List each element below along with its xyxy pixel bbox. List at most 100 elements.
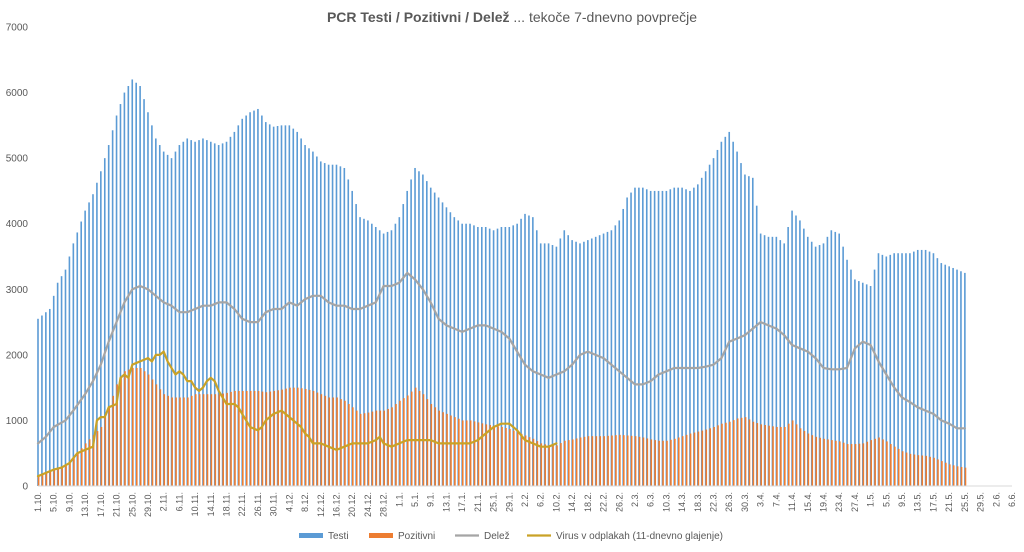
pozitivni-bar [473, 421, 476, 486]
testi-bar [394, 223, 397, 486]
pozitivni-bar [520, 433, 523, 486]
pozitivni-bar [611, 435, 613, 486]
pozitivni-bar [795, 424, 798, 486]
x-tick-label: 29.1. [504, 492, 514, 512]
x-tick-label: 17.1. [457, 492, 467, 512]
x-tick-label: 8.12. [300, 492, 310, 512]
pozitivni-bar [768, 425, 770, 486]
testi-bar [916, 249, 919, 486]
testi-bar [123, 92, 126, 487]
pozitivni-bar [776, 426, 778, 486]
testi-bar [331, 164, 334, 486]
testi-bar [649, 190, 652, 486]
testi-bar [437, 197, 440, 486]
pozitivni-bar [41, 474, 44, 486]
testi-bar [335, 164, 338, 486]
pozitivni-bar [438, 410, 440, 486]
testi-bar [147, 112, 149, 486]
testi-bar [107, 145, 110, 486]
testi-bar [347, 179, 350, 487]
testi-bar [422, 174, 424, 487]
testi-bar [791, 210, 793, 486]
y-tick-label: 0 [22, 482, 28, 493]
testi-bar [932, 253, 935, 486]
testi-bar [386, 231, 389, 486]
x-tick-label: 17.5. [928, 492, 938, 512]
x-tick-label: 25.1. [489, 492, 499, 512]
testi-bar [72, 243, 75, 486]
x-axis: 1.10. 5.10. 9.10. 13.10. 17.10. 21.10. 25.10. 2… [33, 492, 1017, 517]
pozitivni-bar [289, 387, 291, 486]
testi-bar [940, 263, 943, 486]
pozitivni-bar [285, 388, 287, 486]
x-tick-label: 14.2. [567, 492, 577, 512]
x-tick-label: 30.11. [269, 492, 279, 516]
y-tick-label: 2000 [6, 350, 29, 361]
pozitivni-bar [564, 440, 566, 486]
testi-bar [822, 243, 825, 486]
pozitivni-bar [139, 367, 142, 486]
pozitivni-bar [465, 420, 468, 486]
testi-bar [956, 269, 958, 486]
pozitivni-bar [277, 390, 279, 486]
testi-bar [308, 148, 310, 487]
pozitivni-bar [685, 434, 688, 486]
testi-bar [579, 243, 581, 486]
x-tick-label: 9.1. [426, 492, 436, 507]
pozitivni-bar [96, 431, 99, 486]
testi-bar [657, 190, 660, 486]
pozitivni-bar [108, 407, 111, 486]
pozitivni-bar [748, 419, 751, 486]
pozitivni-bar [893, 446, 896, 486]
testi-bar [681, 187, 683, 486]
testi-bar [806, 236, 809, 486]
testi-bar [634, 187, 636, 486]
testi-bar [645, 189, 648, 486]
testi-bar [751, 177, 754, 487]
testi-bar [316, 156, 318, 486]
testi-bar [339, 166, 342, 486]
x-tick-label: 4.12. [284, 492, 294, 512]
testi-bar [245, 115, 247, 487]
pozitivni-bar [450, 415, 452, 486]
x-tick-label: 3.4. [756, 492, 766, 507]
pozitivni-bar [835, 440, 837, 486]
testi-bar [213, 143, 216, 486]
testi-bar [960, 271, 962, 486]
x-tick-label: 25.10. [127, 492, 137, 517]
pozitivni-bar [803, 430, 806, 486]
x-tick-label: 13.5. [913, 492, 923, 512]
pozitivni-bar [638, 436, 641, 486]
testi-bar [206, 140, 208, 486]
testi-bar [371, 223, 373, 486]
pozitivni-bar [921, 455, 924, 486]
pozitivni-bar [941, 461, 943, 486]
testi-bar [323, 163, 326, 486]
testi-bar [850, 269, 852, 486]
pozitivni-bar [167, 395, 170, 486]
testi-bar [964, 272, 966, 486]
x-tick-label: 24.12. [363, 492, 373, 517]
testi-bar [858, 281, 860, 486]
testi-bar [76, 232, 79, 486]
pozitivni-bar [485, 424, 488, 486]
testi-bar [744, 174, 746, 487]
testi-bar [374, 226, 377, 486]
testi-bar [111, 130, 114, 486]
pozitivni-bar [509, 428, 511, 486]
pozitivni-bar [230, 391, 232, 486]
x-tick-label: 20.12. [347, 492, 357, 517]
x-tick-label: 5.1. [410, 492, 420, 507]
x-tick-label: 17.10. [96, 492, 106, 517]
testi-bar [92, 194, 94, 486]
testi-bar [398, 217, 401, 486]
testi-bar [182, 141, 185, 486]
testi-bar [406, 190, 408, 486]
testi-bar [319, 161, 322, 486]
testi-bar [854, 279, 856, 486]
pozitivni-bar [744, 417, 747, 486]
pozitivni-bar [461, 420, 464, 486]
pozitivni-bar [92, 435, 95, 486]
pozitivni-bar [159, 389, 162, 486]
testi-bar [642, 187, 644, 486]
